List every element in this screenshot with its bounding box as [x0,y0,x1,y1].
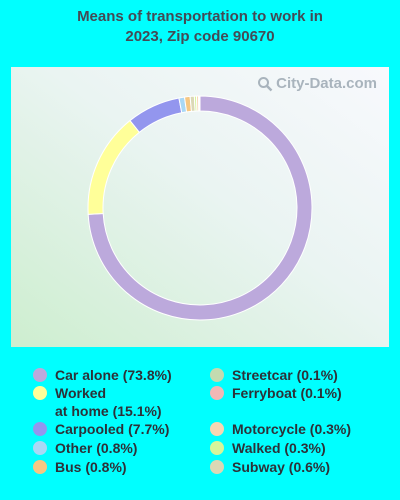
legend-label-line: Worked [55,385,107,401]
legend-label: Carpooled (7.7%) [55,420,169,438]
legend-swatch [33,368,47,382]
legend-label-line: Streetcar (0.1%) [232,367,338,383]
magnifier-icon [258,76,273,91]
legend-label-line: Walked (0.3%) [232,440,326,456]
chart-title-line-2: 2023, Zip code 90670 [125,28,275,45]
legend-item: Car alone (73.8%) [33,366,172,384]
legend-label: Other (0.8%) [55,439,137,457]
legend-item: Other (0.8%) [33,439,137,457]
legend-label: Car alone (73.8%) [55,366,172,384]
donut-slice [87,95,313,321]
legend-item: Carpooled (7.7%) [33,420,169,438]
legend-swatch [33,460,47,474]
legend-label-line: Bus (0.8%) [55,459,127,475]
legend-swatch [210,422,224,436]
legend-swatch [33,386,47,400]
donut-chart [87,95,313,321]
legend-swatch [210,386,224,400]
legend-item: Subway (0.6%) [210,458,330,476]
legend-label: Walked (0.3%) [232,439,326,457]
legend-swatch [210,368,224,382]
watermark: City-Data.com [257,75,377,92]
legend-label-line: Subway (0.6%) [232,459,331,475]
legend-item: Ferryboat (0.1%) [210,384,342,402]
donut-slice [87,119,141,215]
legend-swatch [33,441,47,455]
legend-label: Streetcar (0.1%) [232,366,338,384]
donut-slice [129,97,183,133]
chart-title: Means of transportation to work in 2023,… [0,7,400,47]
legend-item: Bus (0.8%) [33,458,127,476]
watermark-text: City-Data.com [276,75,377,92]
legend-item: Streetcar (0.1%) [210,366,338,384]
legend-label-line: Ferryboat (0.1%) [232,385,342,401]
legend-item: Walked (0.3%) [210,439,326,457]
chart-title-line-1: Means of transportation to work in [77,8,323,25]
legend-label: Motorcycle (0.3%) [232,420,351,438]
legend-label-line: at home (15.1%) [55,403,162,419]
legend-item: Motorcycle (0.3%) [210,420,351,438]
legend-label: Subway (0.6%) [232,458,330,476]
legend: Car alone (73.8%) Worked at home (15.1%) Ca… [0,366,400,496]
donut-slice [198,95,201,112]
legend-swatch [210,460,224,474]
legend-label-line: Carpooled (7.7%) [55,421,170,437]
legend-swatch [210,441,224,455]
plot-area: City-Data.com [11,67,389,347]
legend-label-line: Motorcycle (0.3%) [232,421,352,437]
legend-label: Bus (0.8%) [55,458,127,476]
legend-label-line: Other (0.8%) [55,440,138,456]
legend-item: Worked at home (15.1%) [33,384,162,420]
legend-label: Ferryboat (0.1%) [232,384,342,402]
legend-swatch [33,422,47,436]
legend-label: Worked at home (15.1%) [55,384,162,420]
legend-label-line: Car alone (73.8%) [55,367,172,383]
